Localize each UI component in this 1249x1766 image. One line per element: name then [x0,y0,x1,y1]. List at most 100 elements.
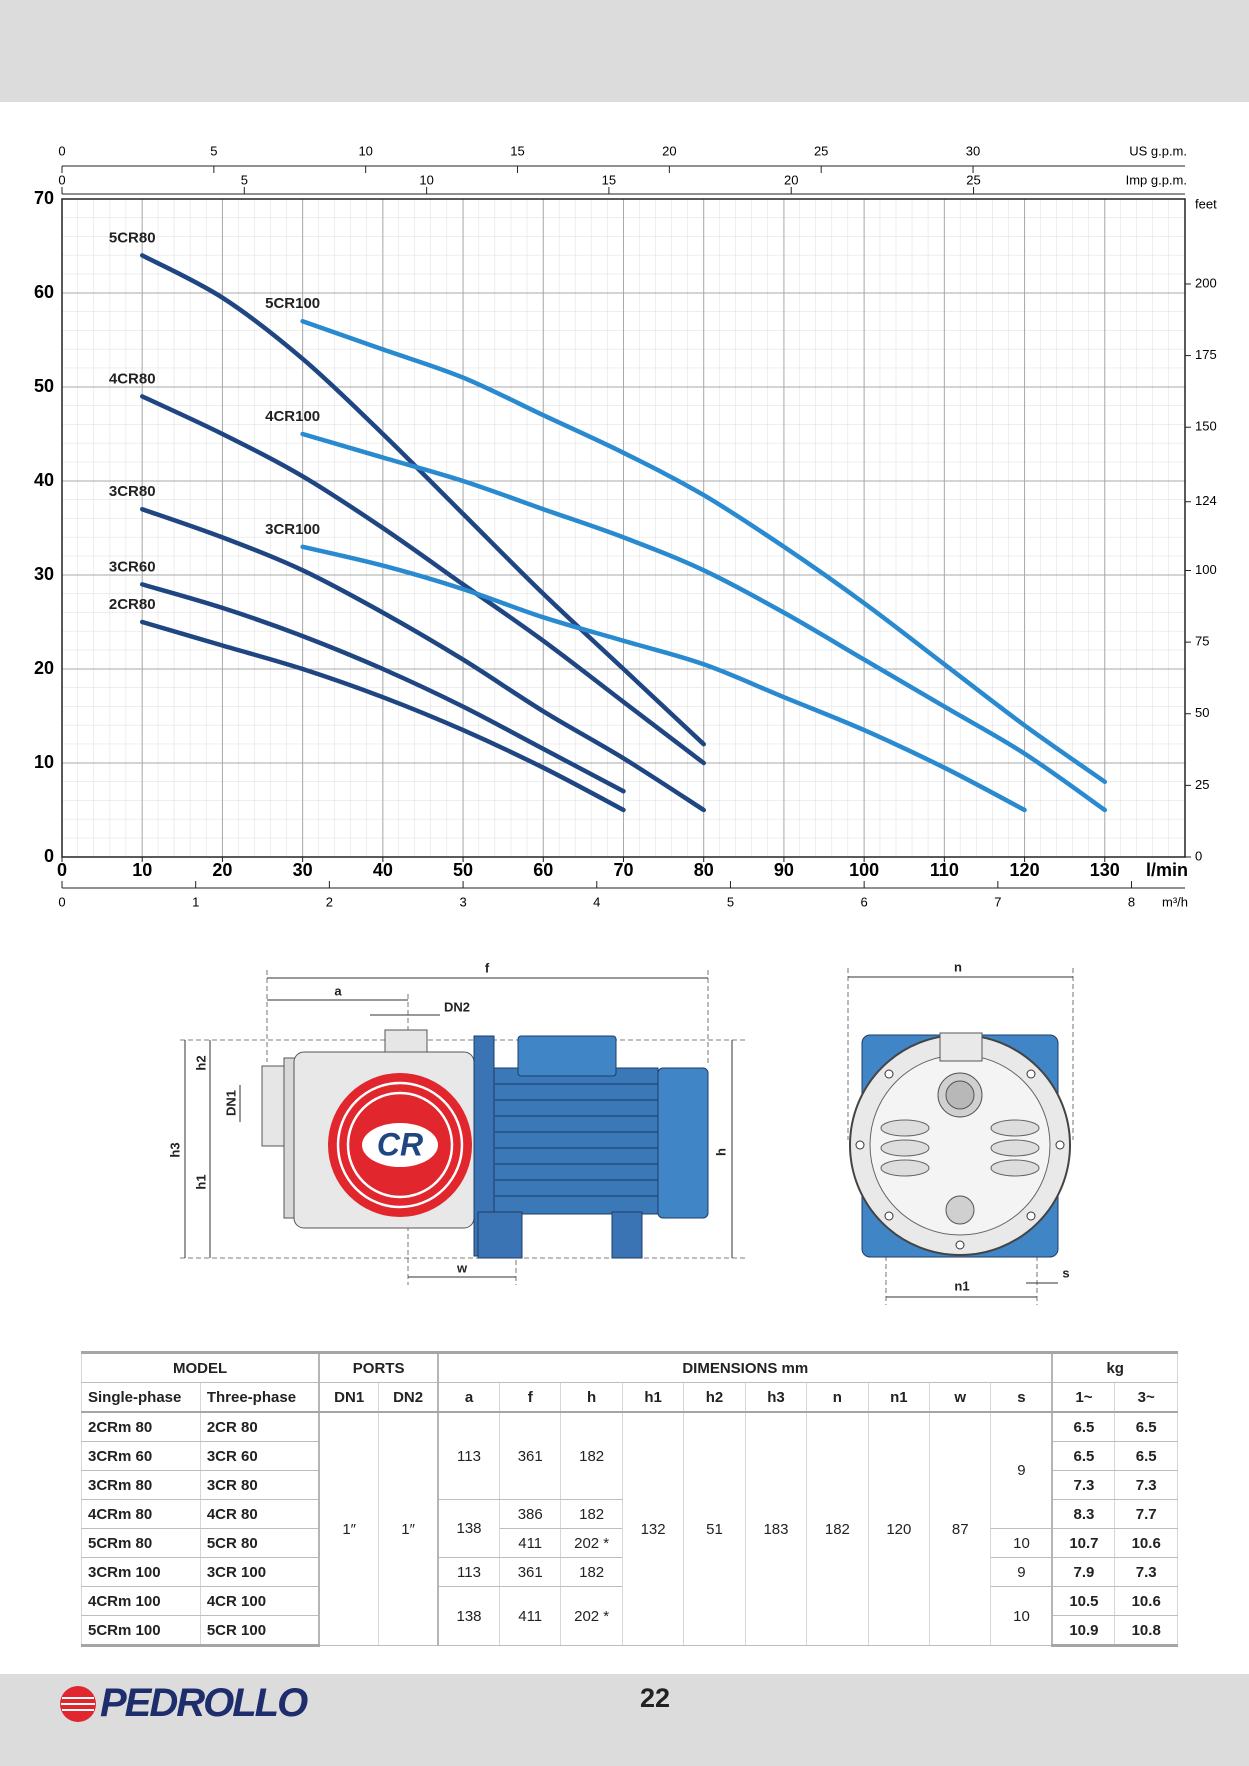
bolt [1026,1069,1036,1079]
pump-front-view: n n1 s [847,959,1074,1305]
table-cell: 411 [498,1528,562,1558]
y2-tick-label: 50 [1195,705,1209,720]
bolt [855,1140,865,1150]
table-cell: 3CRm 60 [81,1441,201,1471]
plot-frame [61,198,1186,858]
group-header: PORTS [318,1351,439,1383]
table-cell: 3CR 80 [199,1470,320,1500]
table-cell: 182 [806,1411,869,1646]
column-header: 3~ [1114,1382,1178,1413]
table-cell: 2CR 80 [199,1411,320,1442]
column-header: n1 [867,1382,931,1413]
badge-ring [336,1081,464,1209]
table-cell: 2CRm 80 [81,1411,201,1442]
table-cell: 3CRm 100 [81,1557,201,1587]
table-row: 2CRm 80 2CR 80 1″ 1″ 113 361 182 132 51 183 182 120… [81,1411,1178,1646]
table-cell: 6.5 [1114,1441,1178,1471]
drain-plug [945,1195,975,1225]
top-axis-tick-label: 20 [784,172,798,187]
y-tick-label: 20 [34,658,54,678]
table-cell: 10 [990,1586,1053,1646]
x-tick-label: 50 [453,860,473,880]
x-tick-label: 70 [613,860,633,880]
top-axis-tick-label: 30 [966,143,980,158]
dimension-label: n1 [954,1278,969,1293]
dimension-label: w [456,1260,468,1275]
table-cell: 7.3 [1114,1470,1178,1500]
cover-rib [880,1159,930,1177]
footer-band [0,1674,1249,1766]
x-tick-label: 30 [293,860,313,880]
dimension-label: h3 [167,1142,182,1157]
dimension-label: h [713,1148,728,1156]
top-axis-tick-label: 5 [241,172,248,187]
table-cell: 6.5 [1051,1411,1116,1442]
pump-side-view: CR f a DN2 h2 DN1 h3 h1 w h [167,960,745,1285]
table-row: 5CRm 80 5CR 80 411 202 * 10 10.7 10.6 [81,1528,1178,1558]
bottom-axis-tick-label: 6 [861,894,868,909]
bottom-axis-tick-label: 3 [459,894,466,909]
curve-label: 5CR80 [109,229,156,246]
table-cell: 202 * [560,1586,623,1646]
column-header: Three-phase [199,1382,320,1413]
table-cell: 5CRm 80 [81,1528,201,1558]
y2-tick-label: 25 [1195,777,1209,792]
top-axis-tick-label: 15 [602,172,616,187]
table-cell: 202 * [560,1528,623,1558]
footer-brand: PEDROLLO [100,1681,308,1725]
curve-label: 3CR80 [109,483,156,500]
top-axis-label: Imp g.p.m. [1126,172,1187,187]
dimension-label: s [1062,1265,1069,1280]
dimension-label: DN1 [223,1090,238,1116]
table-cell: 7.3 [1114,1557,1178,1587]
curve [139,253,706,747]
bottom-axis-tick-label: 8 [1128,894,1135,909]
top-axis-label: US g.p.m. [1129,143,1187,158]
table-cell: 87 [929,1411,992,1646]
y-tick-label: 10 [34,752,54,772]
column-header: Single-phase [81,1382,201,1413]
curve [139,582,626,794]
table-cell: 361 [498,1411,562,1500]
table-cell: 132 [621,1411,685,1646]
front-port-inner [945,1080,975,1110]
x-tick-label: 110 [930,860,959,880]
table-row: 4CRm 100 4CR 100 138 411 202 * 10 10.5 10.6 [81,1586,1178,1646]
bottom-axis-tick-label: 0 [58,894,65,909]
x-tick-label: 120 [1010,860,1040,880]
spec-table: MODEL PORTS DIMENSIONS mm kg Single-phase Thr… [81,1351,1179,1647]
top-axis-tick-label: 20 [662,143,676,158]
front-outlet [939,1032,983,1062]
x-tick-label: 40 [373,860,393,880]
column-header: n [806,1382,869,1413]
column-header: h [560,1382,623,1413]
cover-rib [880,1119,930,1137]
bottom-axis-label: m³/h [1162,894,1188,909]
cover-rib [990,1139,1040,1157]
table-cell: 10.8 [1114,1615,1178,1647]
table-cell: 4CR 80 [199,1499,320,1529]
table-cell: 10.5 [1051,1586,1116,1616]
table-cell: 4CRm 80 [81,1499,201,1529]
y2-axis-label: feet [1195,196,1217,211]
bottom-axis-tick-label: 2 [326,894,333,909]
table-cell: 6.5 [1051,1441,1116,1471]
table-row: 5CRm 100 5CR 100 10.9 10.8 [81,1615,1178,1647]
y2-tick-label: 75 [1195,634,1209,649]
x-tick-label: 100 [849,860,879,880]
table-row: 3CRm 100 3CR 100 113 361 182 9 7.9 7.3 [81,1557,1178,1587]
table-cell: 7.9 [1051,1557,1116,1587]
table-cell: 138 [437,1499,500,1558]
y2-tick-label: 200 [1195,275,1217,290]
column-header: s [990,1382,1053,1413]
y2-tick-label: 175 [1195,347,1217,362]
y-tick-label: 30 [34,564,54,584]
bottom-axis-tick-label: 5 [727,894,734,909]
table-row: 3CRm 60 3CR 60 6.5 6.5 [81,1441,1178,1471]
top-axis-tick-label: 0 [58,172,65,187]
motor [493,1067,659,1215]
dimension-label: n [954,959,962,974]
dimension-label: f [485,960,490,975]
y2-tick-label: 0 [1195,848,1202,863]
